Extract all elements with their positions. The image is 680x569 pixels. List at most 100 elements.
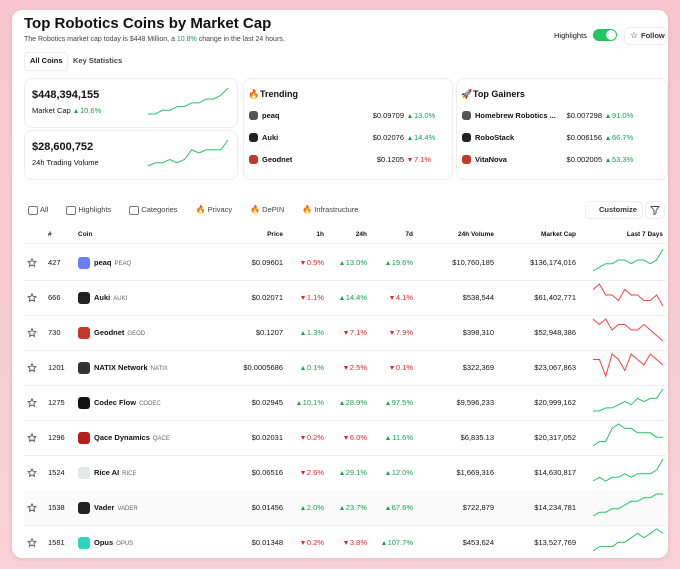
price: $0.02945 <box>251 398 283 407</box>
coin-name-cell: Rice AI RICE <box>94 468 137 479</box>
change: 3.8% <box>343 538 367 548</box>
star-button[interactable] <box>27 468 37 478</box>
coin-icon <box>78 292 90 304</box>
up-arrow <box>606 114 610 118</box>
change-value: 107.7% <box>387 538 413 547</box>
coin-name: peaq <box>262 111 280 120</box>
change: 0.2% <box>300 538 324 548</box>
volume: $722,879 <box>462 503 494 512</box>
change-value: 23.7% <box>345 503 367 512</box>
coin-icon <box>249 111 258 120</box>
coin-icon <box>78 327 90 339</box>
coin-icon <box>462 133 471 142</box>
sparkline <box>593 353 664 378</box>
market-cap: $20,999,162 <box>534 398 576 407</box>
sparkline <box>592 423 663 447</box>
star-button[interactable] <box>27 538 37 548</box>
coin-symbol: QACE <box>152 436 170 442</box>
star-button[interactable] <box>27 503 37 513</box>
tab[interactable]: All Coins <box>30 56 63 65</box>
down-arrow <box>343 366 348 370</box>
change-value: 12.0% <box>391 468 413 477</box>
customize-button[interactable]: Customize <box>585 201 643 219</box>
change: 1.1% <box>300 293 324 303</box>
down-arrow <box>300 471 305 475</box>
coin-name: Geodnet <box>94 328 125 337</box>
filter-icon <box>129 206 140 215</box>
highlights-toggle[interactable] <box>593 29 617 41</box>
change: 13.0% <box>339 258 367 268</box>
filter[interactable]: DePIN <box>262 205 285 214</box>
star-icon <box>27 538 37 548</box>
coin-name: Vader <box>94 503 115 512</box>
row-divider <box>24 455 666 456</box>
coin-icon <box>78 502 90 514</box>
filter[interactable]: Infrastructure <box>314 205 359 214</box>
column-header: 24h Volume <box>457 231 494 238</box>
coin-price: $0.02076 <box>372 133 404 142</box>
change: 10.6% <box>74 106 101 116</box>
filter[interactable]: Categories <box>141 205 178 214</box>
coin-price: $0.09709 <box>372 111 404 120</box>
change-value: 11.6% <box>392 433 413 442</box>
row-divider <box>24 385 666 386</box>
down-arrow <box>389 366 394 370</box>
market-cap: $14,630,817 <box>534 468 576 477</box>
star-button[interactable] <box>27 258 37 268</box>
follow-button[interactable]: ☆ Follow <box>624 27 666 45</box>
change: 29.1% <box>339 468 367 478</box>
change: 11.6% <box>386 433 413 443</box>
coin-symbol: AUKI <box>113 296 128 302</box>
volume: $1,669,316 <box>456 468 494 477</box>
star-button[interactable] <box>27 398 37 408</box>
coin-name-cell: Codec Flow CODEC <box>94 398 161 409</box>
market-cap: $136,174,016 <box>530 258 576 267</box>
change-value: 2.5% <box>349 363 367 372</box>
up-arrow <box>385 401 390 405</box>
sparkline-line <box>592 423 663 447</box>
change-value: 0.2% <box>306 433 324 442</box>
filter[interactable]: Privacy <box>207 205 233 214</box>
change: 14.4% <box>339 293 367 303</box>
down-arrow <box>408 158 412 162</box>
column-header: 24h <box>355 231 367 238</box>
change-value: 13.0% <box>414 111 436 120</box>
change: 19.6% <box>385 258 413 268</box>
up-arrow <box>385 506 390 510</box>
subtitle-text: The Robotics market cap today is $448 Mi… <box>24 36 177 43</box>
coin-icon <box>249 155 258 164</box>
filter-button[interactable] <box>645 201 665 219</box>
change-value: 53.3% <box>612 155 634 164</box>
filter-icon: 🔥 <box>250 205 261 214</box>
star-icon <box>27 328 37 338</box>
up-arrow <box>385 471 390 475</box>
change: 14.4% <box>408 133 435 143</box>
price: $0.02071 <box>251 293 283 302</box>
column-header: Market Cap <box>540 231 576 238</box>
star-button[interactable] <box>27 433 37 443</box>
tab-selected[interactable] <box>24 52 68 71</box>
star-icon <box>27 503 37 513</box>
filter[interactable]: Highlights <box>78 205 112 214</box>
change: 7.1% <box>408 155 431 165</box>
star-button[interactable] <box>27 293 37 303</box>
star-button[interactable] <box>27 363 37 373</box>
down-arrow <box>389 296 394 300</box>
page-title: Top Robotics Coins by Market Cap <box>24 15 272 32</box>
column-header: 7d <box>405 231 413 238</box>
stat-label: Market Cap <box>32 106 71 115</box>
coin-icon <box>78 397 90 409</box>
up-arrow <box>339 506 344 510</box>
toggle-knob <box>606 30 616 40</box>
star-button[interactable] <box>27 328 37 338</box>
coin-name-cell: Opus OPUS <box>94 538 133 549</box>
change-value: 13.0% <box>345 258 367 267</box>
tab[interactable]: Key Statistics <box>73 56 123 65</box>
column-header: Price <box>267 231 283 238</box>
up-arrow <box>300 506 305 510</box>
filter[interactable]: All <box>40 205 49 214</box>
sparkline <box>592 248 664 272</box>
down-arrow <box>300 261 305 265</box>
change: 2.6% <box>300 468 324 478</box>
